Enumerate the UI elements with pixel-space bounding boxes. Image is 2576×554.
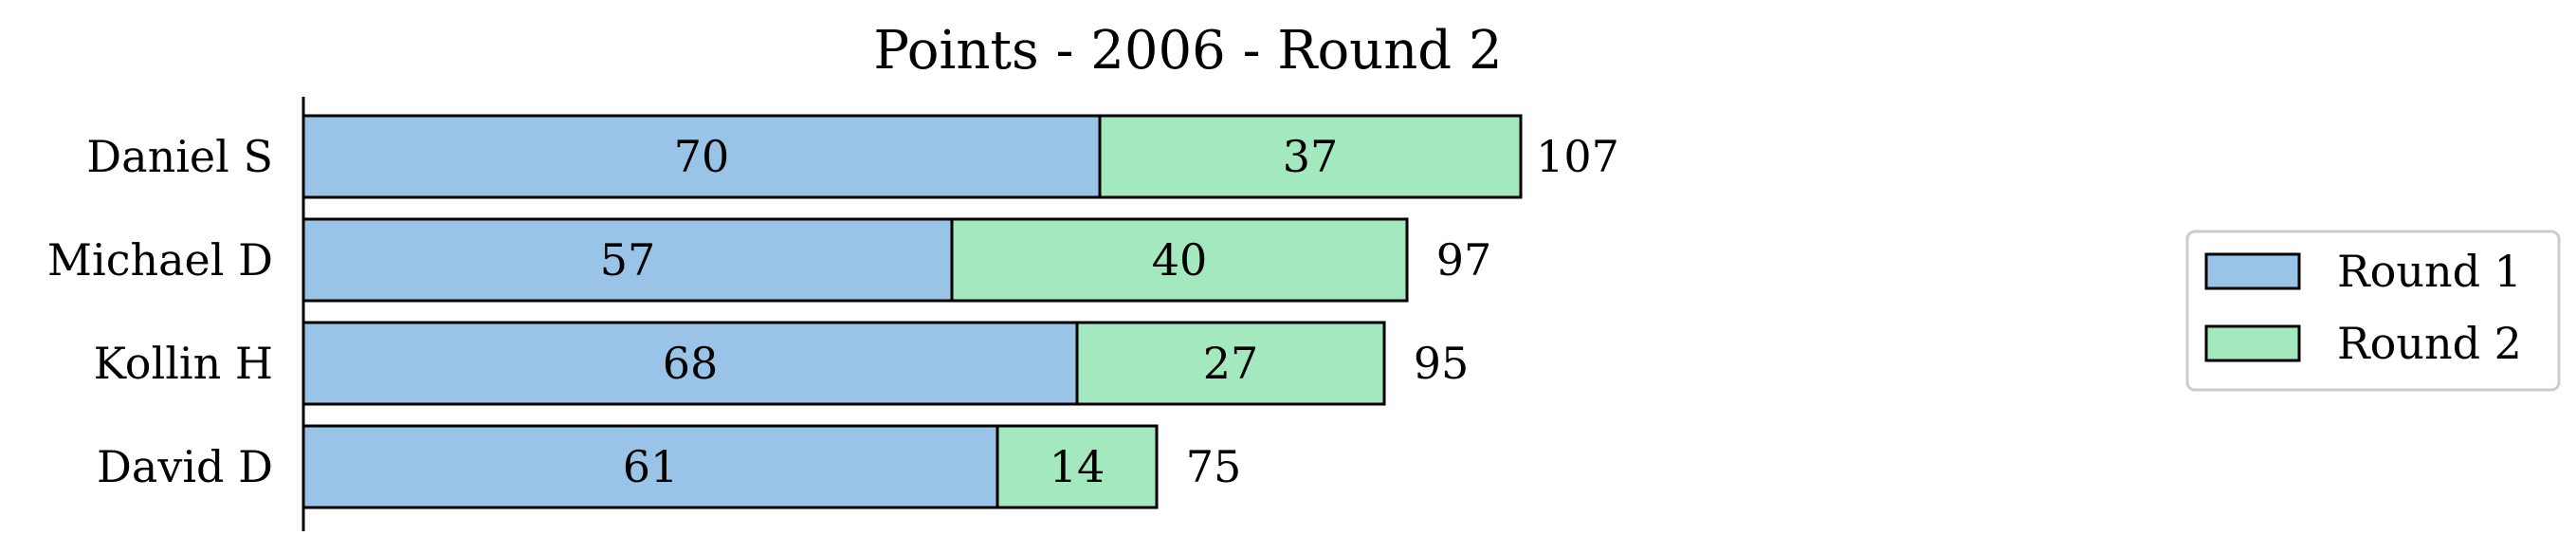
y-tick-label-michael-d: Michael D [47, 234, 273, 286]
data-label-round-2-david-d: 14 [1050, 441, 1105, 492]
y-tick-label-daniel-s: Daniel S [86, 131, 273, 182]
bars-layer [301, 114, 1523, 509]
bar-round-2-kollin-h [1075, 321, 1386, 406]
data-label-round-1-david-d: 61 [623, 441, 679, 492]
total-label-david-d: 75 [1186, 441, 1242, 492]
bar-round-1-michael-d [301, 217, 954, 303]
legend: Round 1 Round 2 [2185, 230, 2561, 392]
total-label-kollin-h: 95 [1414, 338, 1470, 389]
bar-round-2-michael-d [950, 217, 1409, 303]
legend-label-round-2: Round 2 [2337, 318, 2522, 369]
bar-round-2-daniel-s [1098, 114, 1523, 199]
total-label-michael-d: 97 [1436, 234, 1492, 286]
data-label-round-2-daniel-s: 37 [1283, 131, 1339, 182]
data-label-round-1-kollin-h: 68 [663, 338, 719, 389]
data-label-round-2-kollin-h: 27 [1203, 338, 1259, 389]
total-label-daniel-s: 107 [1536, 131, 1619, 182]
data-label-round-1-michael-d: 57 [600, 234, 656, 286]
legend-swatch-round-2 [2204, 324, 2301, 362]
legend-label-round-1: Round 1 [2337, 246, 2522, 297]
labels-layer: Daniel S 70 37 107 Michael D 57 40 97 Kollin H 68… [47, 131, 1619, 492]
data-label-round-1-daniel-s: 70 [674, 131, 730, 182]
y-tick-label-kollin-h: Kollin H [94, 338, 273, 389]
data-label-round-2-michael-d: 40 [1152, 234, 1208, 286]
bar-round-2-david-d [996, 424, 1159, 509]
chart-title: Points - 2006 - Round 2 [873, 20, 1502, 82]
legend-swatch-round-1 [2204, 252, 2301, 290]
y-tick-label-david-d: David D [97, 441, 273, 492]
